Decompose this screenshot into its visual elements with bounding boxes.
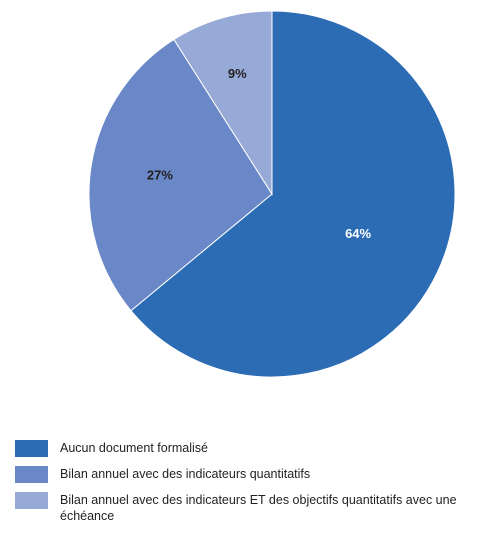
legend-label: Bilan annuel avec des indicateurs ET des… [60, 493, 457, 523]
legend-label: Aucun document formalisé [60, 441, 208, 455]
slice-label-bilan-indicateurs: 27% [147, 168, 173, 183]
slice-label-aucun-document: 64% [345, 226, 371, 241]
legend-label: Bilan annuel avec des indicateurs quanti… [60, 467, 311, 481]
legend: Aucun document formalisé Bilan annuel av… [15, 440, 485, 533]
pie-slices [88, 10, 456, 378]
legend-swatch [15, 466, 48, 483]
legend-item-bilan-objectifs: Bilan annuel avec des indicateurs ET des… [15, 492, 485, 524]
legend-swatch [15, 492, 48, 509]
slice-bilan-objectifs [173, 10, 273, 196]
slice-label-bilan-objectifs: 9% [228, 66, 247, 81]
legend-item-bilan-indicateurs: Bilan annuel avec des indicateurs quanti… [15, 466, 485, 483]
slice-aucun-document [130, 10, 456, 378]
slice-labels: 64% 27% 9% [147, 66, 372, 241]
legend-item-aucun-document: Aucun document formalisé [15, 440, 485, 457]
pie-chart: 64% 27% 9% [88, 10, 456, 378]
legend-swatch [15, 440, 48, 457]
slice-bilan-indicateurs [88, 38, 273, 312]
